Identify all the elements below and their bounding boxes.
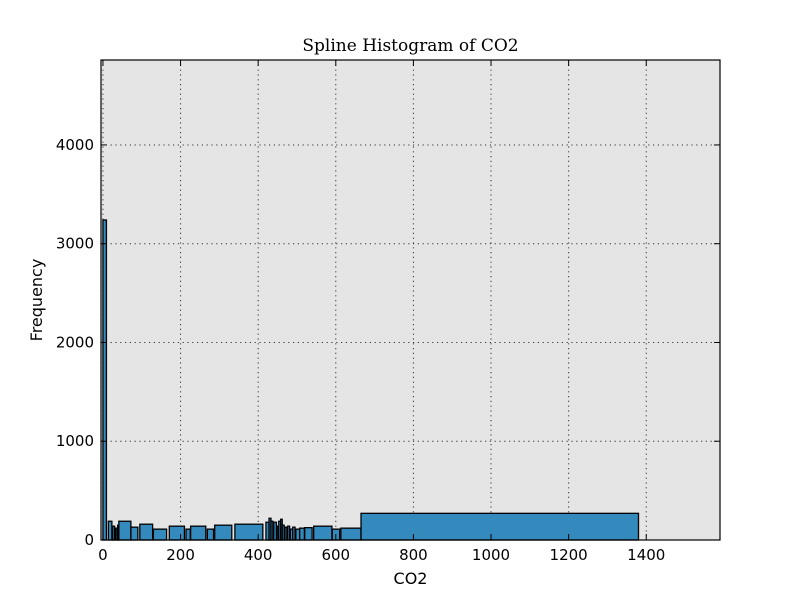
chart-title: Spline Histogram of CO2 — [302, 36, 518, 56]
y-tick-label: 1000 — [56, 432, 94, 450]
histogram-bar — [214, 524, 233, 541]
histogram-bar — [118, 520, 132, 541]
histogram-bar — [130, 526, 139, 541]
plot-area — [101, 60, 720, 540]
x-tick-label: 0 — [98, 546, 108, 564]
histogram-bar — [292, 526, 296, 541]
y-tick-label: 2000 — [56, 333, 94, 351]
histogram-bar — [299, 527, 306, 541]
histogram-bar — [281, 524, 285, 541]
axis-ticks: 0 200 400 600 800 1000 1200 1400 0 1000 2000 3000 40… — [56, 60, 720, 564]
plot-frame — [100, 59, 721, 541]
histogram-bar — [287, 525, 291, 541]
histogram-bar — [102, 219, 108, 541]
x-tick-label: 400 — [244, 546, 273, 564]
histogram-bar — [360, 512, 640, 541]
histogram-bar — [273, 521, 278, 541]
histogram-bar — [152, 528, 168, 541]
histogram-bar — [189, 525, 207, 541]
histogram-bar — [185, 528, 191, 541]
x-tick-label: 600 — [321, 546, 350, 564]
y-tick-label: 3000 — [56, 235, 94, 253]
y-tick-label: 0 — [84, 531, 94, 549]
x-tick-label: 200 — [166, 546, 195, 564]
histogram-bar — [206, 528, 215, 541]
x-axis-label: CO2 — [394, 569, 428, 588]
histogram-bar — [107, 520, 113, 541]
histogram-bar — [111, 525, 116, 541]
histogram-bar — [340, 527, 362, 541]
histogram-bar — [139, 523, 154, 541]
x-tick-label: 1000 — [472, 546, 510, 564]
histogram-bar — [270, 520, 274, 541]
histogram-bar — [313, 525, 333, 541]
histogram-bars — [102, 219, 640, 541]
histogram-bar — [114, 527, 118, 541]
y-axis-label: Frequency — [27, 259, 46, 342]
y-tick-label: 4000 — [56, 136, 94, 154]
x-tick-label: 1200 — [550, 546, 588, 564]
histogram-bar — [284, 526, 288, 541]
histogram-bar — [168, 525, 186, 541]
x-tick-label: 800 — [399, 546, 428, 564]
x-tick-label: 1400 — [627, 546, 665, 564]
histogram-bar — [304, 527, 313, 541]
